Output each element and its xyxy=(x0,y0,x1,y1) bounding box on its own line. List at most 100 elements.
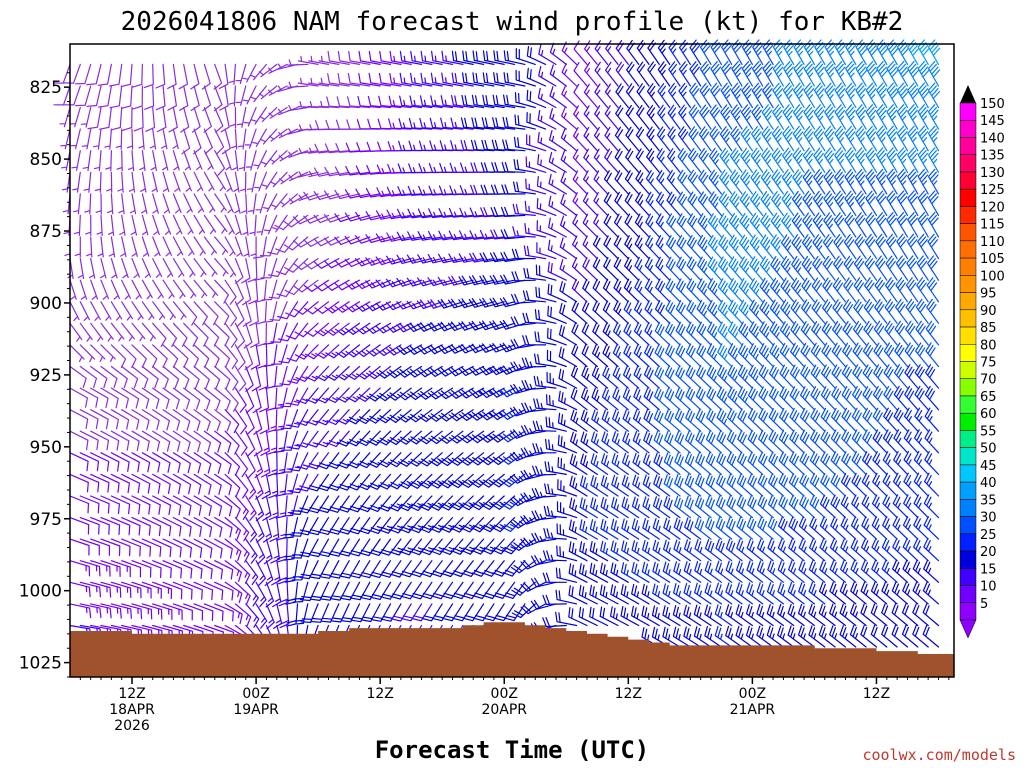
wind-barb xyxy=(116,150,123,172)
wind-barb xyxy=(850,538,867,562)
wind-barb-shaft xyxy=(653,430,671,454)
wind-barb xyxy=(780,277,795,303)
wind-barb-shaft xyxy=(771,125,784,152)
wind-barb-shaft xyxy=(203,581,224,601)
wind-barb xyxy=(881,559,898,583)
wind-barb xyxy=(676,213,691,238)
wind-barb-shaft xyxy=(313,214,340,224)
wind-barb xyxy=(459,473,485,488)
wind-barb-shaft xyxy=(69,430,89,451)
wind-barb-shaft xyxy=(855,147,867,173)
wind-barb-shaft xyxy=(571,344,588,368)
colorbar-label: 35 xyxy=(980,493,997,508)
wind-barb-shaft xyxy=(193,258,207,277)
wind-barb xyxy=(156,106,167,133)
wind-barb xyxy=(100,409,119,430)
wind-barb-shaft xyxy=(632,409,650,432)
wind-barb-shaft xyxy=(834,61,846,87)
wind-barb xyxy=(224,236,236,257)
wind-barb-shaft xyxy=(809,516,826,540)
wind-barb-shaft xyxy=(380,603,402,622)
wind-barb-shaft xyxy=(624,235,640,260)
wind-barb xyxy=(875,168,888,195)
wind-barb xyxy=(524,200,547,216)
wind-barb-shaft xyxy=(255,193,267,214)
wind-barb xyxy=(610,518,629,540)
wind-barb-shaft xyxy=(309,581,330,601)
wind-barb xyxy=(525,156,547,173)
wind-barb-shaft xyxy=(347,96,371,109)
wind-barb xyxy=(737,364,753,389)
wind-barb xyxy=(686,234,702,260)
wind-barb xyxy=(418,473,443,489)
wind-barb xyxy=(677,148,691,173)
wind-barb-shaft xyxy=(152,473,171,494)
wind-barb xyxy=(95,193,102,215)
wind-barb-shaft xyxy=(645,191,660,216)
wind-barb xyxy=(326,387,350,404)
wind-barb xyxy=(714,582,733,605)
wind-barb xyxy=(532,465,557,476)
wind-barb-shaft xyxy=(614,126,629,152)
wind-barb-shaft xyxy=(235,85,247,106)
wind-barb-shaft xyxy=(823,212,836,238)
wind-barb-shaft xyxy=(818,603,836,627)
wind-barb xyxy=(315,365,340,382)
wind-barb xyxy=(183,409,201,431)
wind-barb-shaft xyxy=(283,236,309,251)
wind-barb-shaft xyxy=(782,104,795,130)
wind-barb xyxy=(522,335,547,346)
wind-barb-shaft xyxy=(100,473,120,493)
wind-barb xyxy=(378,517,402,534)
wind-barb xyxy=(651,605,671,627)
wind-barb xyxy=(779,386,795,411)
x-tick-label: 20APR xyxy=(481,702,527,718)
wind-barb xyxy=(451,95,474,109)
wind-barb xyxy=(245,538,258,564)
wind-barb xyxy=(368,50,392,65)
wind-barb-shaft xyxy=(863,320,878,346)
wind-barb-shaft xyxy=(644,321,660,346)
wind-barb-shaft xyxy=(881,603,898,627)
wind-barb-shaft xyxy=(523,245,547,260)
wind-barb xyxy=(593,170,609,195)
wind-barb-shaft xyxy=(581,344,598,368)
wind-barb xyxy=(193,387,211,410)
wind-barb xyxy=(759,299,774,324)
wind-barb-shaft xyxy=(500,251,526,262)
wind-barb xyxy=(603,235,619,260)
wind-barb xyxy=(710,82,722,109)
wind-barb-shaft xyxy=(624,191,640,216)
wind-barb xyxy=(778,473,795,497)
wind-barb-shaft xyxy=(594,61,609,87)
wind-barb-shaft xyxy=(739,191,753,216)
wind-barb-shaft xyxy=(388,118,412,130)
wind-barb xyxy=(193,473,212,495)
wind-barb-shaft xyxy=(917,233,929,260)
wind-barb xyxy=(269,517,280,542)
wind-barb xyxy=(884,298,898,324)
wind-barb-shaft xyxy=(408,473,433,489)
wind-barb-shaft xyxy=(592,278,609,303)
wind-barb-shaft xyxy=(704,582,722,605)
wind-barb xyxy=(510,383,536,394)
wind-barb xyxy=(601,387,619,411)
wind-barb xyxy=(511,603,536,619)
wind-barb xyxy=(348,495,371,513)
wind-barb-shaft xyxy=(536,220,557,238)
wind-barb-shaft xyxy=(71,150,81,171)
wind-barb xyxy=(183,150,192,171)
wind-barb-shaft xyxy=(242,85,257,105)
wind-barb xyxy=(350,603,371,623)
wind-barb xyxy=(654,321,671,346)
wind-barb-shaft xyxy=(537,109,557,130)
wind-barb xyxy=(543,528,567,540)
wind-barb-shaft xyxy=(325,365,350,381)
wind-barb-shaft xyxy=(716,364,733,389)
wind-barb-shaft xyxy=(768,386,784,411)
wind-barb-shaft xyxy=(927,147,940,173)
wind-barb-shaft xyxy=(270,538,280,564)
wind-barb xyxy=(316,430,340,448)
wind-barb xyxy=(782,82,795,109)
wind-barb-shaft xyxy=(745,625,764,648)
